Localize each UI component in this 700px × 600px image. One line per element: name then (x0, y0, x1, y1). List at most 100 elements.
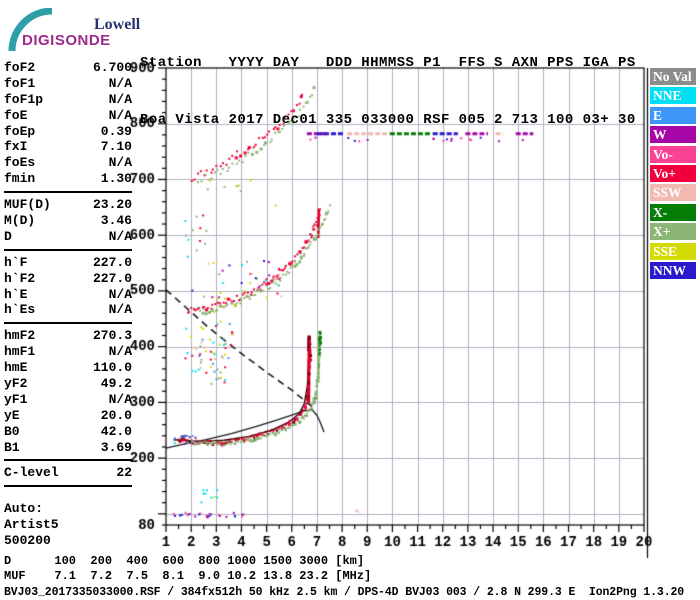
parameter-panel: foF2 6.700 foF1 N/A foF1p N/A foE N/A foEp 0.39 fx… (4, 60, 132, 549)
param-label: B0 (4, 423, 20, 439)
param-value: N/A (108, 107, 132, 123)
legend-item-ssw: SSW (650, 184, 696, 202)
param-label: 500200 (4, 533, 51, 549)
param-value: 3.69 (100, 439, 132, 455)
param-row: foF2 6.700 (4, 60, 132, 76)
param-label: h`E (4, 286, 28, 302)
velocity-legend: No Val NNE E W Vo- Vo+ SSW X- X+ SSE NNW (650, 68, 696, 281)
param-row: 500200 (4, 533, 132, 549)
param-value: 227.0 (92, 270, 132, 286)
param-value: N/A (108, 302, 132, 318)
param-separator (4, 459, 132, 462)
param-label: yF1 (4, 391, 28, 407)
param-value: 227.0 (92, 254, 132, 270)
param-row: h`F2 227.0 (4, 271, 132, 287)
param-value: N/A (108, 75, 132, 91)
param-label: hmE (4, 360, 28, 376)
param-value: 23.20 (92, 197, 132, 213)
status-line: BVJ03_2017335033000.RSF / 384fx512h 50 k… (4, 586, 685, 599)
logo-lowell: Lowell (94, 16, 141, 33)
param-row: yE 20.0 (4, 408, 132, 424)
param-value: 270.3 (92, 328, 132, 344)
legend-item-w: W (650, 126, 696, 144)
param-row: foF1p N/A (4, 92, 132, 108)
param-label: yE (4, 407, 20, 423)
param-label: foE (4, 107, 28, 123)
param-label: Artist5 (4, 517, 59, 533)
param-value: N/A (108, 91, 132, 107)
header-fields-row: Station YYYY DAY DDD HHMMSS P1 FFS S AXN… (140, 55, 636, 71)
param-label: foF1p (4, 91, 44, 107)
legend-item-e: E (650, 106, 696, 124)
param-value: N/A (108, 155, 132, 171)
param-label: yF2 (4, 376, 28, 392)
param-label: h`F (4, 254, 28, 270)
param-label: foF1 (4, 75, 36, 91)
param-label: D (4, 228, 12, 244)
param-separator (4, 191, 132, 194)
param-row: C-level 22 (4, 465, 132, 481)
param-value: N/A (108, 228, 132, 244)
param-value: 1.30 (100, 171, 132, 187)
param-row: M(D) 3.46 (4, 213, 132, 229)
param-row: D N/A (4, 229, 132, 245)
param-row: hmF2 270.3 (4, 328, 132, 344)
param-label: foEp (4, 123, 36, 139)
legend-item-vo-: Vo+ (650, 164, 696, 183)
param-value: 3.46 (100, 213, 132, 229)
param-row: h`Es N/A (4, 302, 132, 318)
param-separator (4, 485, 132, 488)
param-row: B0 42.0 (4, 424, 132, 440)
param-row: foEp 0.39 (4, 124, 132, 140)
param-value: 49.2 (100, 376, 132, 392)
digisonde-logo: Lowell DIGISONDE (6, 6, 176, 52)
param-row: yF1 N/A (4, 392, 132, 408)
distance-row: D 100 200 400 600 800 1000 1500 3000 [km… (4, 554, 365, 568)
param-row: MUF(D) 23.20 (4, 197, 132, 213)
param-row: Artist5 (4, 517, 132, 533)
param-row: foE N/A (4, 108, 132, 124)
param-label: hmF1 (4, 344, 36, 360)
logo-digisonde: DIGISONDE (22, 32, 111, 49)
header-values-row: Boa Vista 2017 Dec01 335 033000 RSF 005 … (140, 112, 636, 128)
station-header: Station YYYY DAY DDD HHMMSS P1 FFS S AXN… (140, 16, 636, 149)
param-label: foF2 (4, 60, 36, 75)
param-value: N/A (108, 344, 132, 360)
param-value: 0.39 (100, 123, 132, 139)
param-value: N/A (108, 391, 132, 407)
legend-item-no-val: No Val (650, 68, 696, 86)
param-row: B1 3.69 (4, 440, 132, 456)
param-value: N/A (108, 286, 132, 302)
legend-item-nne: NNE (650, 87, 696, 105)
param-label: Auto: (4, 501, 44, 517)
param-label: foEs (4, 155, 36, 171)
param-label: B1 (4, 439, 20, 455)
param-row: fxI 7.10 (4, 139, 132, 155)
param-row: Auto: (4, 501, 132, 517)
param-row: h`E N/A (4, 287, 132, 303)
param-row: h`F 227.0 (4, 255, 132, 271)
logo-arc-icon (8, 8, 53, 52)
legend-item-vo-: Vo- (650, 145, 696, 163)
param-value: 20.0 (100, 407, 132, 423)
param-label: fxI (4, 139, 28, 155)
param-row: yF2 49.2 (4, 376, 132, 392)
param-row: hmE 110.0 (4, 360, 132, 376)
legend-item-sse: SSE (650, 242, 696, 260)
param-row: foF1 N/A (4, 76, 132, 92)
param-row: hmF1 N/A (4, 344, 132, 360)
param-label: h`F2 (4, 270, 36, 286)
param-row: fmin 1.30 (4, 171, 132, 187)
param-label: M(D) (4, 213, 36, 229)
legend-item-nnw: NNW (650, 261, 696, 279)
param-separator (4, 322, 132, 325)
muf-row: MUF 7.1 7.2 7.5 8.1 9.0 10.2 13.8 23.2 [… (4, 569, 372, 583)
param-value: 42.0 (100, 423, 132, 439)
param-value: 22 (116, 465, 132, 481)
param-label: fmin (4, 171, 36, 187)
param-value: 7.10 (100, 139, 132, 155)
param-value: 6.700 (92, 60, 132, 75)
param-separator (4, 248, 132, 251)
